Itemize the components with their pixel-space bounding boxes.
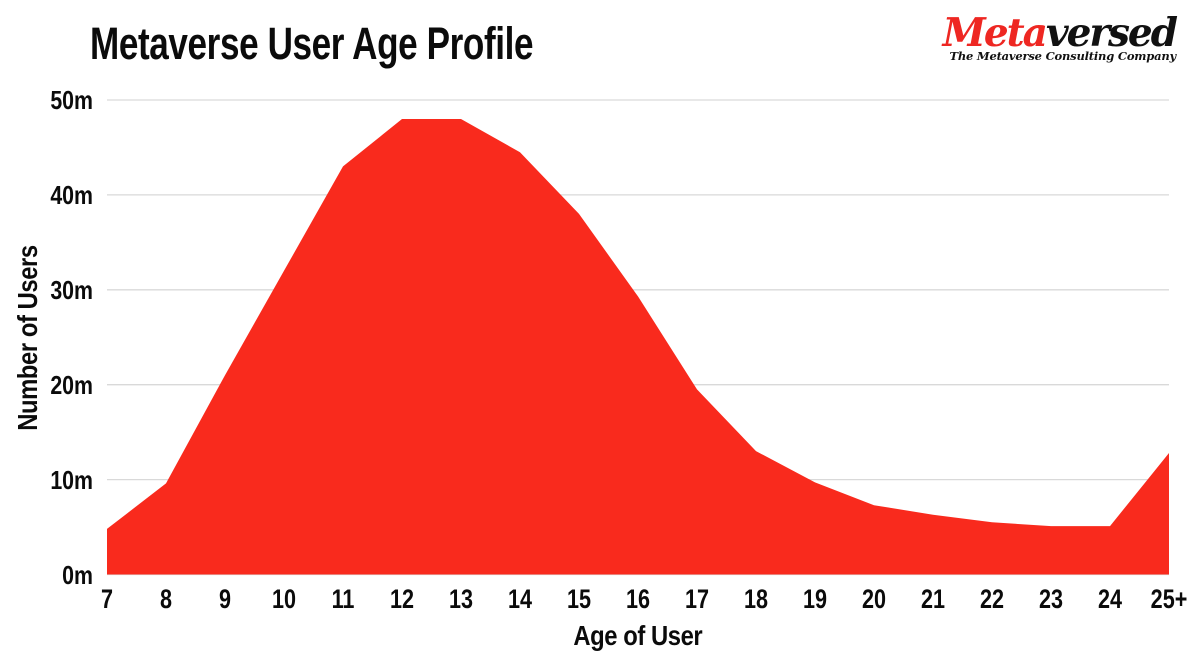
x-tick-label: 12: [389, 584, 415, 614]
y-tick-label: 20m: [50, 369, 93, 400]
x-tick-label: 19: [802, 584, 828, 614]
x-axis-title-text: Age of User: [573, 620, 703, 651]
logo-word-meta: Meta: [942, 10, 1048, 56]
page-title: Metaverse User Age Profile: [90, 18, 534, 69]
y-tick-label: 50m: [50, 85, 93, 115]
x-tick-label: 14: [507, 584, 533, 614]
x-tick-label: 21: [920, 584, 946, 614]
y-tick-label: 30m: [50, 274, 93, 305]
x-tick-label: 24: [1097, 584, 1123, 614]
x-tick-label: 25+: [1150, 584, 1188, 614]
y-tick-label: 40m: [50, 179, 93, 210]
x-tick-label: 13: [448, 584, 474, 614]
y-axis-title: Number of Users: [12, 244, 43, 431]
x-tick-label: 17: [684, 584, 710, 614]
x-tick-label: 15: [566, 584, 592, 614]
logo-word-versed: versed: [1045, 10, 1178, 56]
area-series: [107, 119, 1169, 575]
x-tick-label: 7: [100, 584, 114, 614]
logo-wordmark: Metaversed: [942, 10, 1178, 56]
y-tick-label: 0m: [62, 559, 93, 590]
x-tick-label: 10: [271, 584, 297, 614]
x-tick-label: 9: [218, 584, 232, 614]
x-tick-label: 23: [1038, 584, 1064, 614]
y-axis-title-wrap: Number of Users: [2, 100, 54, 575]
x-tick-label: 16: [625, 584, 651, 614]
x-tick-label: 8: [159, 584, 173, 614]
x-tick-label: 18: [743, 584, 769, 614]
x-tick-label: 11: [331, 584, 355, 614]
logo-tagline: The Metaverse Consulting Company: [949, 48, 1176, 63]
x-tick-label: 22: [979, 584, 1005, 614]
x-tick-label: 20: [861, 584, 887, 614]
y-tick-label: 10m: [50, 464, 93, 495]
metaversed-logo: Metaversed The Metaverse Consulting Comp…: [942, 10, 1178, 63]
x-axis-title: Age of User: [107, 620, 1169, 652]
